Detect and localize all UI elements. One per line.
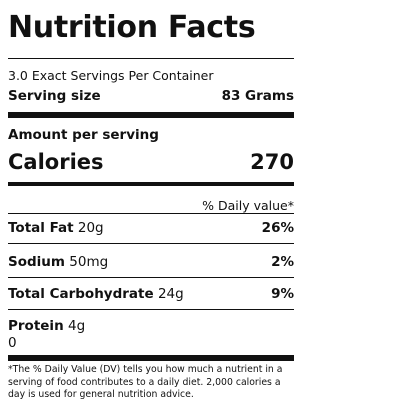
nutrient-dv: 9% [271,286,294,302]
nutrient-row-total-carbohydrate: Total Carbohydrate 24g 9% [8,286,294,302]
nutrient-name: Sodium [8,254,65,270]
nutrition-facts-label: Nutrition Facts 3.0 Exact Servings Per C… [8,10,294,400]
nutrient-amount: 24g [157,286,184,302]
thick-divider [8,112,294,118]
daily-value-header: % Daily value* [202,198,294,213]
divider [8,277,294,278]
servings-per-container: 3.0 Exact Servings Per Container [8,68,214,83]
amount-per-serving: Amount per serving [8,127,159,143]
nutrient-name: Protein [8,318,64,334]
nutrient-row-sodium: Sodium 50mg 2% [8,254,294,270]
nutrient-row-total-fat: Total Fat 20g 26% [8,220,294,236]
medium-divider [8,182,294,186]
nutrient-amount: 50mg [69,254,109,270]
divider [8,58,294,59]
divider [8,243,294,244]
nutrient-name: Total Fat [8,220,74,236]
thick-divider [8,355,294,361]
divider [8,213,294,214]
calories-label: Calories [8,150,104,174]
nutrient-name: Total Carbohydrate [8,286,154,302]
protein-extra-value: 0 [8,335,17,351]
label-title: Nutrition Facts [8,10,256,45]
serving-size-label: Serving size [8,88,101,104]
calories-value: 270 [250,150,294,174]
nutrient-row-protein: Protein 4g [8,318,294,334]
nutrient-dv: 2% [271,254,294,270]
footnote: *The % Daily Value (DV) tells you how mu… [8,364,283,400]
serving-size-value: 83 Grams [221,88,294,104]
nutrient-amount: 20g [77,220,104,236]
serving-size-row: Serving size 83 Grams [8,88,294,104]
nutrient-dv: 26% [261,220,294,236]
calories-row: Calories 270 [8,150,294,174]
nutrient-amount: 4g [67,318,86,334]
divider [8,309,294,310]
